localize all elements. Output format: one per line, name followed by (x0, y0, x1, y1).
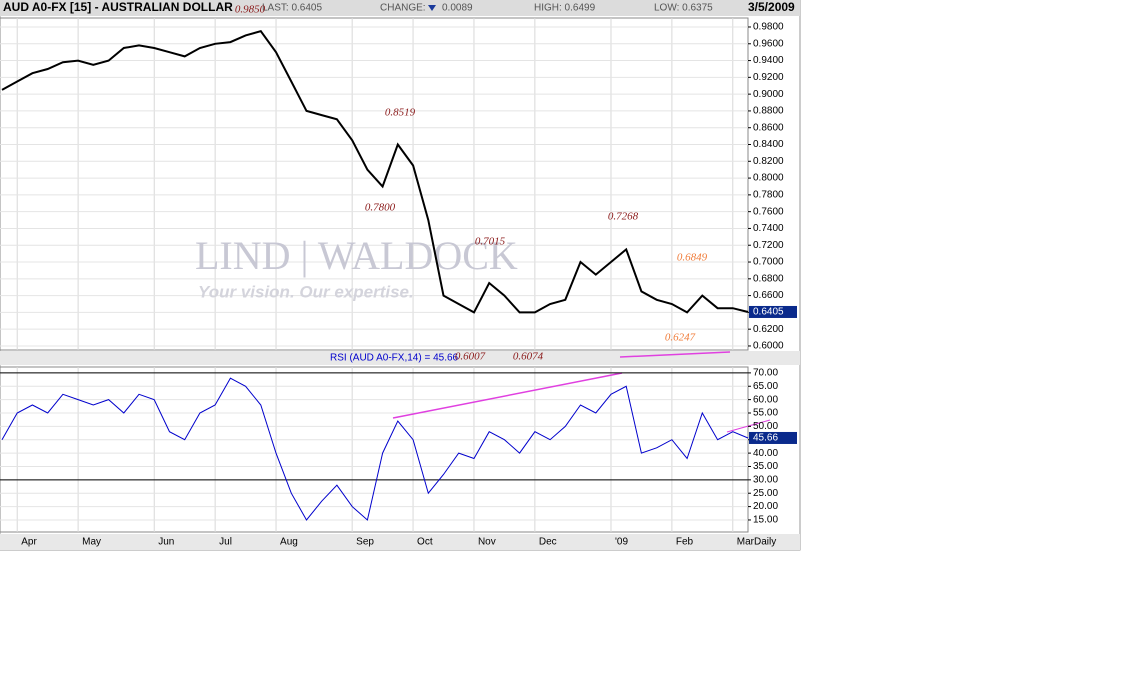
plot-area (0, 17, 749, 351)
last-value-badge (749, 431, 797, 444)
y-tick-label: 50.00 (753, 421, 778, 432)
watermark-tagline: Your vision. Our expertise. (198, 282, 414, 301)
y-tick-label: 20.00 (753, 501, 778, 512)
y-tick-label: 0.9000 (753, 89, 784, 100)
last-value-badge (749, 305, 797, 318)
chart-frame (0, 0, 801, 551)
x-tick-label: Apr (21, 537, 37, 548)
y-tick-label: 25.00 (753, 488, 778, 499)
x-tick-label: Feb (676, 537, 694, 548)
x-tick-label: Jun (158, 537, 174, 548)
x-tick-label: May (82, 537, 101, 548)
y-tick-label: 30.00 (753, 474, 778, 485)
x-tick-label: '09 (615, 537, 628, 548)
y-tick-label: 0.9400 (753, 55, 784, 66)
annotation: 0.7015 (475, 236, 506, 248)
y-tick-label: 0.8400 (753, 139, 784, 150)
date: 3/5/2009 (748, 0, 795, 14)
y-tick-label: 70.00 (753, 368, 778, 379)
high: HIGH: 0.6499 (534, 3, 596, 14)
annotation: 0.9850 (235, 4, 266, 16)
down-arrow (428, 5, 436, 11)
x-tick-label: Oct (417, 537, 433, 548)
annotation: 0.7800 (365, 202, 396, 214)
rsi-title: RSI (AUD A0-FX,14) = 45.66 (330, 353, 459, 364)
plot-area (0, 366, 749, 533)
x-axis-strip (0, 534, 800, 550)
x-tick-label: Dec (539, 537, 557, 548)
y-tick-label: 0.8200 (753, 156, 784, 167)
last-value-label: 0.6405 (753, 307, 784, 318)
y-tick-label: 0.9200 (753, 72, 784, 83)
y-tick-label: 0.6800 (753, 273, 784, 284)
annotation: 0.8519 (385, 107, 416, 119)
rsi-header (0, 351, 800, 365)
frequency: Daily (754, 537, 776, 548)
y-tick-label: 0.7000 (753, 257, 784, 268)
x-tick-label: Mar (737, 537, 755, 548)
last: LAST: 0.6405 (262, 3, 322, 14)
y-tick-label: 0.8800 (753, 106, 784, 117)
header-bar (0, 0, 800, 16)
y-tick-label: 0.7400 (753, 223, 784, 234)
x-tick-label: Jul (219, 537, 232, 548)
x-tick-label: Sep (356, 537, 374, 548)
data-line (1, 377, 749, 521)
y-tick-label: 55.00 (753, 408, 778, 419)
annotation: 0.6247 (665, 332, 696, 344)
y-tick-label: 15.00 (753, 515, 778, 526)
last-value-label: 45.66 (753, 433, 778, 444)
annotation: 0.6849 (677, 252, 708, 264)
y-tick-label: 40.00 (753, 448, 778, 459)
y-tick-label: 0.9800 (753, 22, 784, 33)
y-tick-label: 0.8600 (753, 122, 784, 133)
y-tick-label: 0.6200 (753, 324, 784, 335)
change: 0.0089 (442, 3, 473, 14)
y-tick-label: 65.00 (753, 381, 778, 392)
y-tick-label: 0.7200 (753, 240, 784, 251)
y-tick-label: 0.8000 (753, 173, 784, 184)
y-tick-label: 0.9600 (753, 38, 784, 49)
x-tick-label: Nov (478, 537, 496, 548)
y-tick-label: 35.00 (753, 461, 778, 472)
change-label: CHANGE: (380, 3, 426, 14)
watermark: LIND | WALDOCK (195, 233, 518, 278)
x-tick-label: Aug (280, 537, 298, 548)
annotation: 0.7268 (608, 211, 639, 223)
trend-line (392, 372, 623, 419)
annotation: 0.6007 (455, 351, 486, 363)
y-tick-label: 0.7800 (753, 190, 784, 201)
y-tick-label: 0.7600 (753, 206, 784, 217)
annotation: 0.6074 (513, 351, 544, 363)
y-tick-label: 0.6000 (753, 341, 784, 352)
chart-title: AUD A0-FX [15] - AUSTRALIAN DOLLAR (3, 0, 233, 14)
trend-line (619, 351, 731, 358)
y-tick-label: 60.00 (753, 394, 778, 405)
y-tick-label: 0.6600 (753, 290, 784, 301)
low: LOW: 0.6375 (654, 3, 713, 14)
data-line (1, 30, 749, 314)
